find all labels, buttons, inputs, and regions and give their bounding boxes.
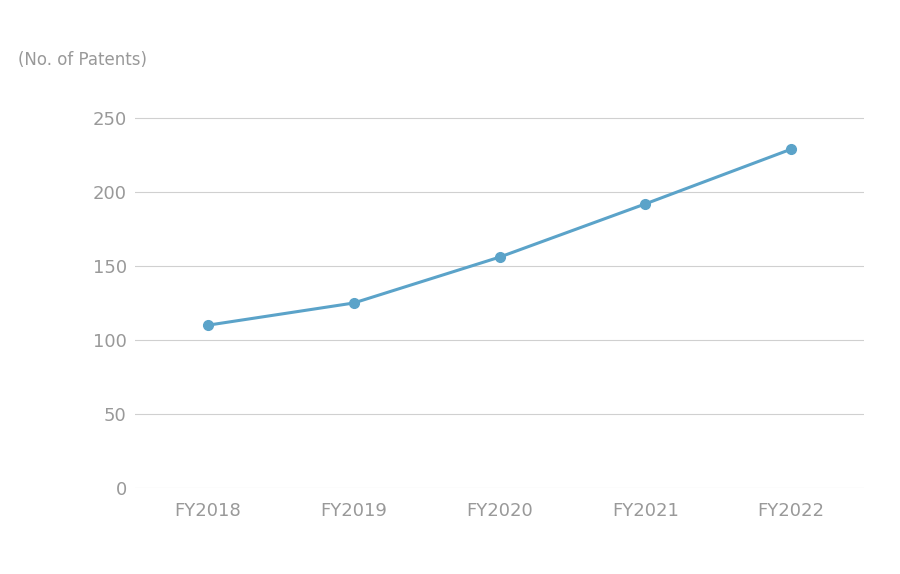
Text: (No. of Patents): (No. of Patents) [18, 51, 147, 69]
